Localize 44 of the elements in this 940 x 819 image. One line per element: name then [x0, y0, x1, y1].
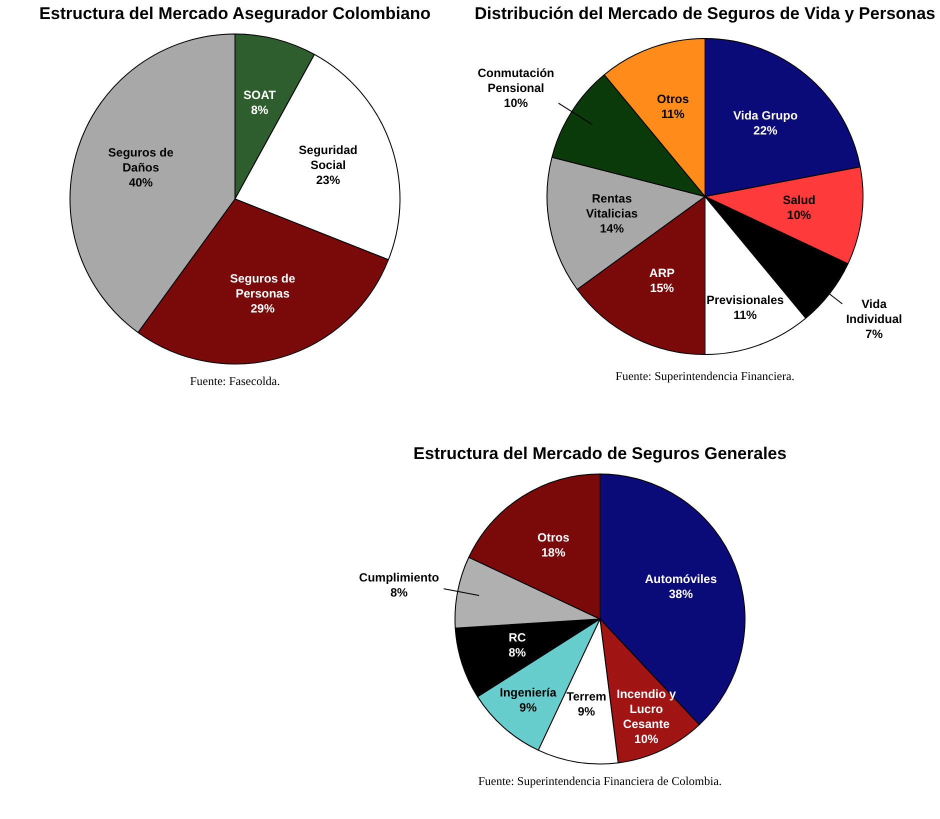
chart-title: Estructura del Mercado de Seguros Generales [412, 444, 788, 464]
slice-label: Seguros de Personas [230, 271, 296, 300]
slice-label: Vida Grupo [733, 108, 798, 122]
data-label: 14% [600, 222, 624, 236]
data-label: 10% [504, 96, 528, 110]
slice-label: Seguros de Daños [108, 146, 174, 175]
slice-label: Ingeniería [500, 685, 557, 700]
chart-title: Estructura del Mercado Asegurador Colombiano [38, 4, 432, 24]
slice-label: Rentas Vitalicias [586, 192, 638, 221]
data-label: 18% [541, 545, 566, 560]
data-label: 9% [578, 704, 596, 719]
data-label: 11% [661, 107, 685, 122]
slice-label: Incendio y Lucro Cesante [616, 687, 676, 732]
slice-label: SOAT [243, 88, 277, 102]
data-label: 15% [650, 280, 674, 295]
source-note: Fuente: Superintendencia Financiera de Colombia. [477, 774, 723, 789]
slice-label: Terrem [566, 690, 606, 704]
data-label: 23% [316, 172, 340, 187]
slice-label: ARP [649, 266, 675, 280]
slice-label: Vida Individual [846, 297, 902, 326]
data-label: 22% [753, 123, 778, 138]
slice-label: Previsionales [706, 292, 784, 307]
data-label: 11% [733, 308, 758, 322]
slice-label: Otros [537, 530, 570, 544]
data-label: 9% [519, 700, 538, 714]
slice-label: Seguridad Social [298, 142, 358, 172]
data-label: 7% [865, 327, 884, 342]
slice-label: Cumplimiento [359, 570, 440, 584]
data-label: 10% [634, 732, 659, 746]
data-label: 40% [128, 176, 154, 190]
data-label: 38% [668, 586, 694, 601]
data-label: 8% [508, 646, 526, 660]
slice-label: Otros [656, 92, 690, 106]
data-label: 29% [250, 301, 275, 316]
source-note: Fuente: Superintendencia Financiera. [614, 369, 796, 384]
slice-label: RC [508, 630, 526, 645]
data-label: 8% [250, 102, 269, 117]
slice-label: Conmutación Pensional [478, 66, 554, 96]
data-label: 8% [390, 585, 408, 600]
source-note: Fuente: Fasecolda. [189, 374, 281, 389]
slice-label: Automóviles [644, 572, 718, 586]
chart-title: Distribución del Mercado de Seguros de Vida y Personas [474, 4, 936, 24]
slice-label: Salud [782, 193, 816, 208]
data-label: 10% [787, 208, 812, 222]
